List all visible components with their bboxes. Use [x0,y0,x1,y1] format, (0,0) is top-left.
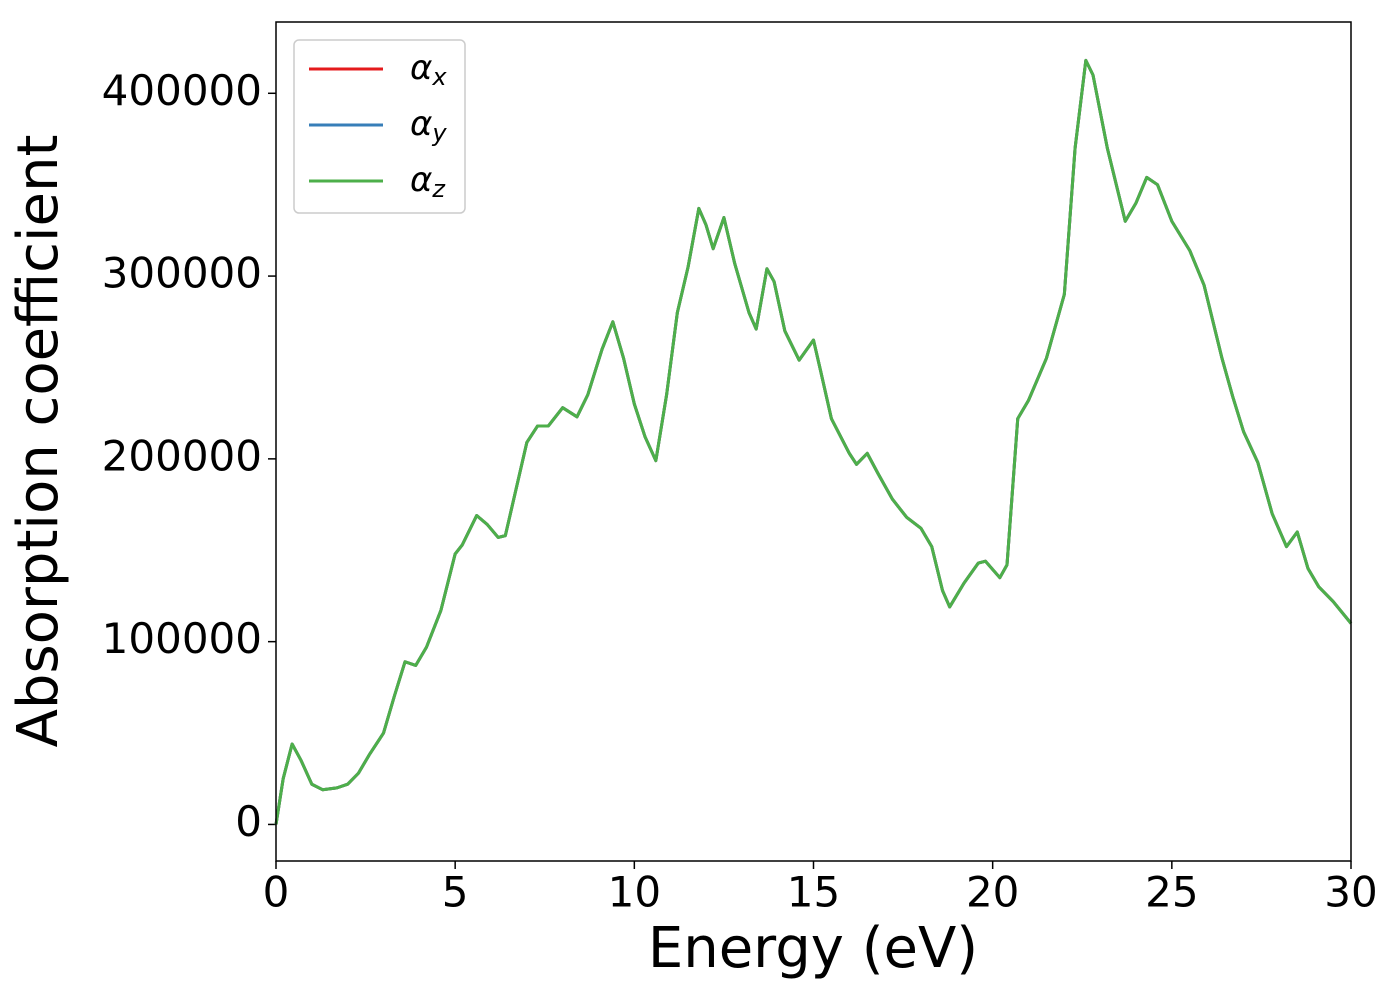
y-tick-label: 200000 [102,431,262,480]
x-axis-label: Energy (eV) [648,916,978,981]
y-tick-label: 0 [235,797,262,846]
legend-label: αx [410,48,447,92]
x-tick-label: 0 [263,868,290,917]
x-tick-label: 20 [966,868,1019,917]
legend-label: αy [410,104,447,148]
x-tick-label: 10 [608,868,661,917]
plot-frame [275,21,1352,862]
legend-label: αz [410,160,446,204]
series-line [274,58,1353,825]
y-axis-label: Absorption coefficient [6,135,71,748]
y-tick-label: 300000 [102,249,262,298]
x-tick-label: 30 [1324,868,1377,917]
x-tick-label: 25 [1145,868,1198,917]
x-tick-label: 15 [787,868,840,917]
y-tick-label: 100000 [102,614,262,663]
y-tick-label: 400000 [102,66,262,115]
x-tick-label: 5 [442,868,469,917]
legend: αx αy αz [293,39,466,214]
